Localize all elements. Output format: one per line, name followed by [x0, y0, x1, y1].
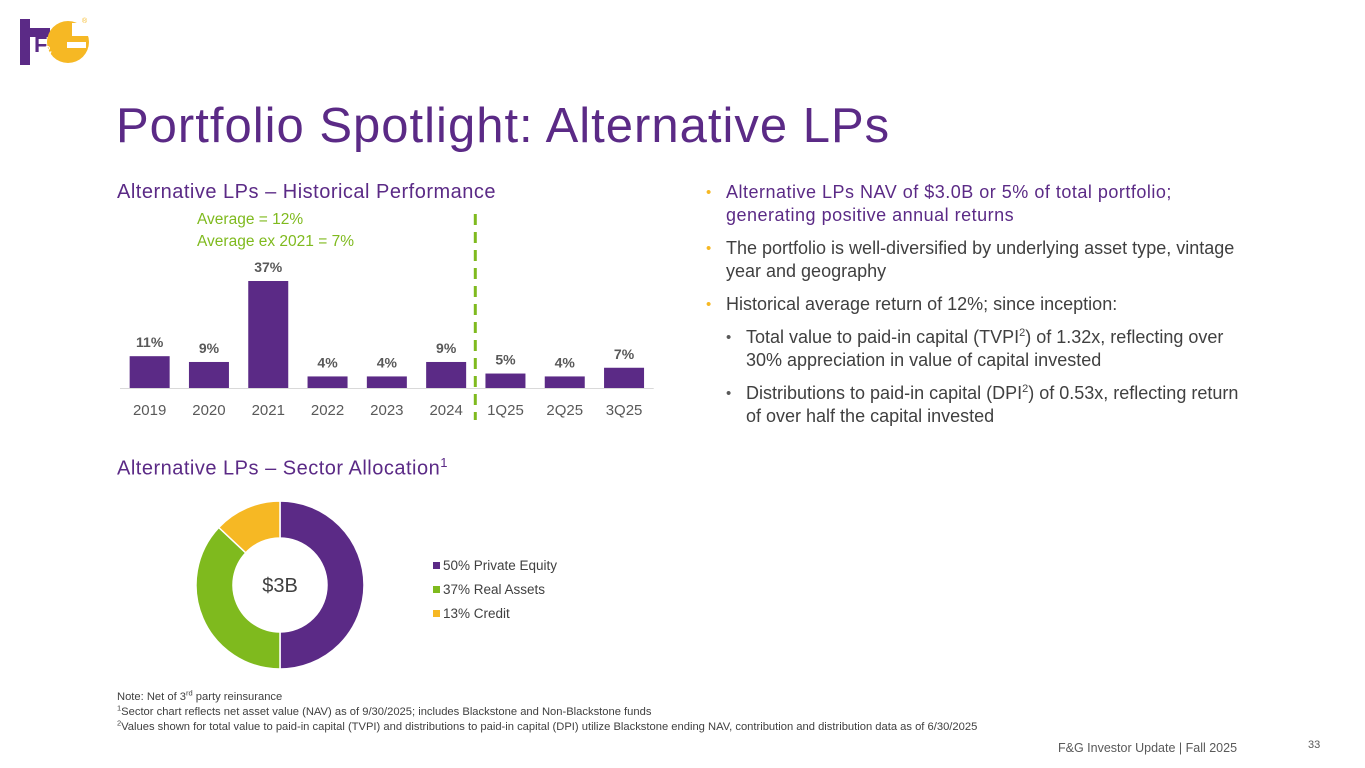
bar-2023: [366, 376, 407, 388]
legend-item-private-equity: 50% Private Equity: [433, 553, 557, 577]
bullet-dpi-text: Distributions to paid-in capital (DPI2) …: [746, 383, 1239, 426]
x-tick-label-3Q25: 3Q25: [606, 402, 643, 419]
bullet-diversified: • The portfolio is well-diversified by un…: [706, 237, 1251, 283]
logo-text-f: F: [34, 32, 47, 57]
bar-value-label-2020: 9%: [199, 340, 220, 356]
key-points: • Alternative LPs NAV of $3.0B or 5% of t…: [706, 181, 1251, 438]
footnotes: Note: Net of 3rd party reinsurance 1Sect…: [117, 688, 978, 735]
bullet-nav-text: Alternative LPs NAV of $3.0B or 5% of to…: [726, 182, 1172, 225]
bullet-dot: •: [726, 329, 732, 346]
sector-allocation-title: Alternative LPs – Sector Allocation1: [117, 455, 448, 481]
page-number: 33: [1308, 739, 1321, 751]
bullet-dot: •: [706, 184, 712, 201]
legend-label: 37% Real Assets: [443, 581, 546, 597]
bar-1Q25: [485, 373, 526, 388]
bar-value-label-1Q25: 5%: [495, 352, 516, 368]
donut-center-label: $3B: [262, 575, 298, 597]
page-title: Portfolio Spotlight: Alternative LPs: [116, 99, 891, 153]
logo-registered: ®: [82, 17, 88, 25]
bar-2Q25: [544, 376, 585, 388]
bar-value-label-2021: 37%: [254, 259, 283, 275]
x-tick-label-1Q25: 1Q25: [487, 402, 524, 419]
legend-label: 50% Private Equity: [443, 557, 558, 573]
bullet-historical-return-text: Historical average return of 12%; since …: [726, 294, 1118, 314]
bar-value-label-2019: 11%: [136, 334, 164, 350]
bar-value-label-2Q25: 4%: [555, 354, 576, 370]
bar-2020: [188, 361, 229, 388]
bar-value-label-2022: 4%: [317, 354, 338, 370]
sector-allocation-footnote-ref: 1: [440, 455, 448, 470]
average-label: Average = 12%: [197, 211, 304, 228]
bullet-tvpi-text: Total value to paid-in capital (TVPI2) o…: [746, 327, 1224, 370]
historical-performance-chart: 11% 2019 9% 2020 37% 2021 4% 2022 4% 2023 9% 2024 5%…: [120, 214, 654, 420]
legend-label: 13% Credit: [443, 605, 510, 621]
bar-value-label-3Q25: 7%: [614, 346, 635, 362]
note-tvpi-dpi: 2Values shown for total value to paid-in…: [117, 718, 978, 733]
sector-allocation-title-text: Alternative LPs – Sector Allocation: [117, 457, 441, 480]
x-tick-label-2020: 2020: [192, 402, 225, 419]
bar-2024: [426, 361, 467, 388]
slice-private-equity: [279, 500, 365, 670]
note-reinsurance: Note: Net of 3rd party reinsurance: [117, 688, 283, 703]
slice-real-assets: [195, 526, 281, 670]
x-tick-label-2023: 2023: [370, 402, 403, 419]
bullet-dot: •: [706, 240, 712, 257]
slice-credit: [217, 500, 281, 554]
x-tick-label-2Q25: 2Q25: [546, 402, 583, 419]
bullet-dot: •: [706, 296, 712, 313]
note-sector-chart: 1Sector chart reflects net asset value (…: [117, 703, 652, 718]
legend-swatch: [433, 561, 440, 569]
legend-item-real-assets: 37% Real Assets: [433, 577, 557, 601]
bullet-dpi: • Distributions to paid-in capital (DPI2)…: [726, 382, 1251, 428]
bar-value-label-2023: 4%: [377, 354, 398, 370]
bullet-nav: • Alternative LPs NAV of $3.0B or 5% of t…: [706, 181, 1251, 227]
historical-performance-title: Alternative LPs – Historical Performance: [117, 181, 497, 203]
average-ex-2021-label: Average ex 2021 = 7%: [197, 233, 354, 250]
bullet-dot: •: [726, 385, 732, 402]
sector-allocation-donut: $3B: [195, 500, 365, 670]
legend-item-credit: 13% Credit: [433, 601, 557, 625]
x-tick-label-2021: 2021: [252, 402, 285, 419]
legend-swatch: [433, 609, 440, 617]
footer-text: F&G Investor Update | Fall 2025: [1058, 741, 1238, 755]
fg-logo: F & G ®: [20, 17, 90, 65]
bar-2022: [307, 376, 348, 388]
sector-legend: 50% Private Equity 37% Real Assets 13% Cre…: [433, 553, 557, 625]
bar-2021: [248, 281, 289, 388]
x-tick-label-2019: 2019: [133, 402, 166, 419]
legend-swatch: [433, 585, 440, 593]
bullet-tvpi: • Total value to paid-in capital (TVPI2) …: [726, 326, 1251, 372]
logo-text-amp: &: [42, 44, 53, 61]
x-tick-label-2022: 2022: [311, 402, 344, 419]
bar-2019: [129, 356, 170, 388]
bullet-diversified-text: The portfolio is well-diversified by und…: [726, 238, 1235, 281]
bar-3Q25: [604, 367, 645, 388]
bullet-historical-return: • Historical average return of 12%; since…: [706, 293, 1251, 316]
x-tick-label-2024: 2024: [429, 402, 462, 419]
bar-value-label-2024: 9%: [436, 340, 457, 356]
